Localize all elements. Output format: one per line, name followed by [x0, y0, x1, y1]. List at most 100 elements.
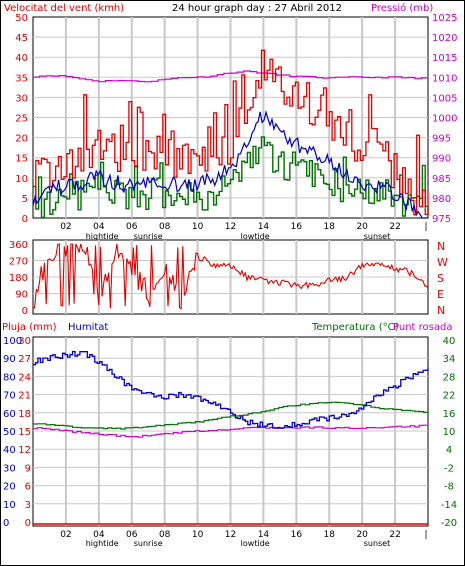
dewpoint-line	[33, 424, 429, 438]
hour-tick-label: 04	[93, 530, 105, 540]
hour-tick-end: |	[424, 530, 427, 540]
wind-tick-label: 45	[15, 33, 28, 44]
hour-tick-label: 12	[225, 222, 236, 232]
temperature-tick-label: 28	[443, 372, 456, 383]
pressure-axis-title: Pressió (mb)	[371, 2, 433, 14]
hour-tick-label: 04	[93, 222, 105, 232]
compass-label: S	[437, 272, 444, 285]
rain-tick-label: 15	[18, 427, 31, 438]
direction-tick-label: 0	[22, 306, 28, 317]
wind-tick-label: 20	[15, 134, 28, 145]
hour-tick-label: 16	[291, 530, 303, 540]
pressure-tick-label: 985	[432, 174, 451, 185]
hour-tick-label: 06	[126, 222, 138, 232]
temperature-tick-label: 10	[443, 427, 456, 438]
humidity-tick-label: 100	[3, 336, 22, 347]
rain-tick-label: 21	[18, 391, 31, 402]
hour-tick-label: 08	[159, 530, 171, 540]
pressure-tick-label: 1010	[432, 73, 457, 84]
event-label-hightide: hightide	[86, 539, 119, 548]
hour-tick-label: 10	[192, 530, 204, 540]
compass-label: N	[437, 304, 445, 317]
temperature-tick-label: 40	[443, 336, 456, 347]
pressure-tick-label: 1015	[432, 53, 457, 64]
wind-tick-label: 5	[22, 194, 28, 205]
compass-label: W	[437, 256, 448, 269]
pressure-tick-label: 995	[432, 134, 451, 145]
hour-tick-label: 16	[291, 222, 303, 232]
pressure-line	[33, 70, 429, 83]
hour-tick-label: 14	[258, 530, 270, 540]
hour-tick-label: 22	[389, 222, 400, 232]
pressure-tick-label: 1025	[432, 13, 457, 24]
temperature-tick-label: 16	[443, 409, 456, 420]
hour-tick-label: 06	[126, 530, 138, 540]
direction-tick-label: 270	[9, 257, 28, 268]
event-label-sunrise: sunrise	[134, 232, 163, 241]
dewpoint-axis-title: Punt rosada	[393, 322, 452, 333]
rain-tick-label: 27	[18, 354, 31, 365]
wind-average-line	[33, 136, 429, 218]
hour-tick-label: 10	[192, 222, 204, 232]
humidity-tick-label: 60	[3, 409, 16, 420]
temperature-tick-label: -2	[444, 463, 454, 474]
humidity-tick-label: 0	[3, 518, 9, 529]
hour-tick-label: 02	[60, 530, 71, 540]
rain-tick-label: 0	[25, 518, 31, 529]
rain-axis-title: Pluja (mm)	[2, 322, 57, 333]
graph-title: 24 hour graph day : 27 Abril 2012	[172, 3, 342, 14]
humidity-line	[33, 350, 429, 429]
wind-tick-label: 25	[15, 114, 28, 125]
temperature-tick-label: -20	[441, 518, 457, 529]
event-label-hightide: hightide	[86, 232, 119, 241]
wind-tick-label: 40	[15, 53, 28, 64]
wind-tick-label: 50	[15, 13, 28, 24]
humidity-tick-label: 70	[3, 391, 16, 402]
humidity-tick-label: 40	[3, 445, 16, 456]
direction-tick-label: 90	[15, 290, 28, 301]
hour-tick-end: |	[424, 222, 427, 232]
humidity-axis-title: Humitat	[68, 322, 108, 333]
rain-tick-label: 18	[18, 409, 31, 420]
humidity-tick-label: 10	[3, 500, 16, 511]
rain-tick-label: 12	[18, 445, 31, 456]
humidity-tick-label: 20	[3, 482, 16, 493]
temperature-tick-label: 34	[443, 354, 456, 365]
pressure-tick-label: 1000	[432, 114, 457, 125]
compass-label: E	[437, 288, 444, 301]
wind-axis-title: Velocitat del vent (kmh)	[4, 3, 124, 14]
hour-tick-label: 20	[356, 530, 368, 540]
pressure-tick-label: 990	[432, 154, 451, 165]
hour-tick-label: 02	[60, 222, 71, 232]
temperature-tick-label: 22	[443, 391, 456, 402]
rain-tick-label: 30	[18, 336, 31, 347]
humidity-tick-label: 50	[3, 427, 16, 438]
humidity-tick-label: 80	[3, 372, 16, 383]
temperature-tick-label: 4	[446, 445, 452, 456]
wind-tick-label: 35	[15, 73, 28, 84]
temperature-tick-label: -8	[444, 482, 454, 493]
event-label-lowtide: lowtide	[241, 232, 270, 241]
wind-tick-label: 0	[22, 214, 28, 225]
wind-tick-label: 30	[15, 93, 28, 104]
pressure-tick-label: 975	[432, 214, 451, 225]
temperature-axis-title: Temperatura (°C)	[311, 322, 399, 333]
event-label-sunset: sunset	[364, 539, 391, 548]
hour-tick-label: 18	[324, 530, 336, 540]
rain-tick-label: 9	[25, 463, 31, 474]
hour-tick-label: 14	[258, 222, 270, 232]
event-label-sunrise: sunrise	[134, 539, 163, 548]
wind-tick-label: 10	[15, 174, 28, 185]
pressure-tick-label: 980	[432, 194, 451, 205]
wind-gust-line	[33, 49, 429, 216]
humidity-tick-label: 30	[3, 463, 16, 474]
wind-direction-line	[32, 243, 429, 310]
wind-speed-line	[32, 109, 429, 219]
humidity-tick-label: 90	[3, 354, 16, 365]
wind-tick-label: 15	[15, 154, 28, 165]
hour-tick-label: 08	[159, 222, 171, 232]
hour-tick-label: 22	[389, 530, 400, 540]
